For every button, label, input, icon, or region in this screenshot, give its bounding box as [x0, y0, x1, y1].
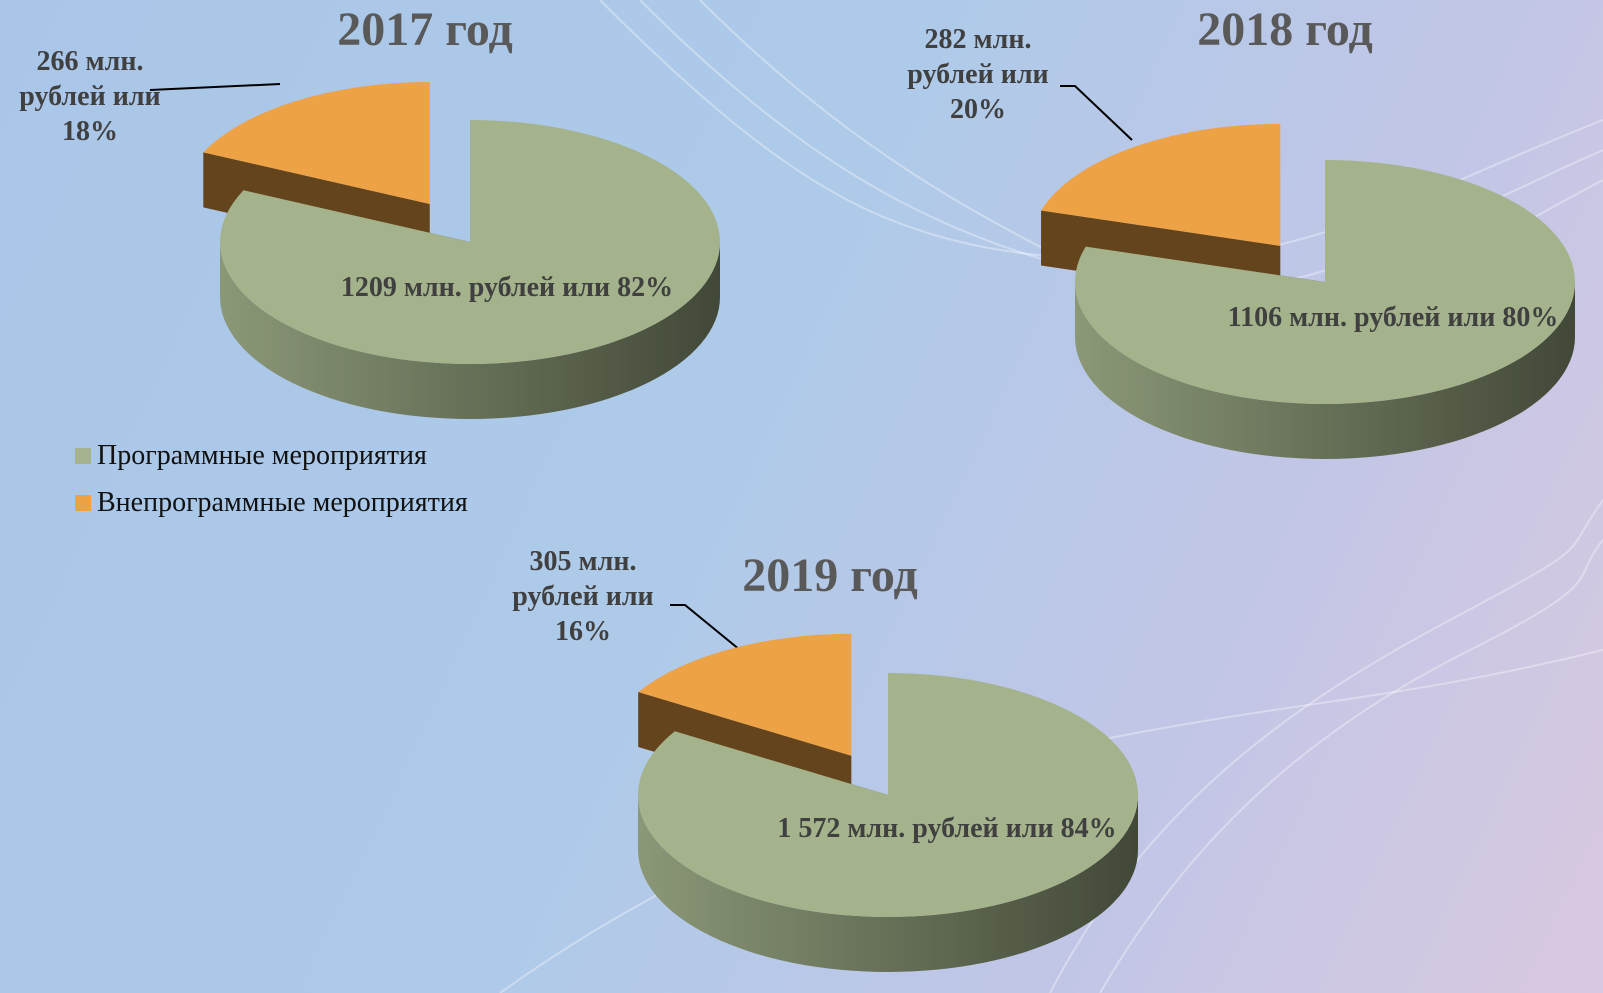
pie [638, 634, 1138, 972]
data-label: 1 572 млн. рублей или 84% [777, 811, 1117, 846]
data-label: 266 млн. рублей или 18% [0, 44, 180, 149]
data-label: 305 млн. рублей или 16% [493, 544, 673, 649]
legend-label: Внепрограммные мероприятия [97, 487, 468, 519]
data-label: 1106 млн. рублей или 80% [1223, 300, 1563, 335]
legend-label: Программные мероприятия [97, 440, 427, 472]
chart-title: 2017 год [275, 2, 575, 57]
legend-item: Программные мероприятия [75, 440, 427, 472]
legend-item: Внепрограммные мероприятия [75, 487, 468, 519]
legend-swatch [75, 495, 91, 511]
page: Программные мероприятия Внепрограммные м… [0, 0, 1603, 993]
legend-swatch [75, 448, 91, 464]
data-label: 1209 млн. рублей или 82% [337, 270, 677, 305]
pie [1041, 124, 1575, 459]
chart-title: 2019 год [680, 548, 980, 603]
data-label: 282 млн. рублей или 20% [888, 22, 1068, 127]
pie [203, 82, 720, 419]
chart-title: 2018 год [1135, 2, 1435, 57]
